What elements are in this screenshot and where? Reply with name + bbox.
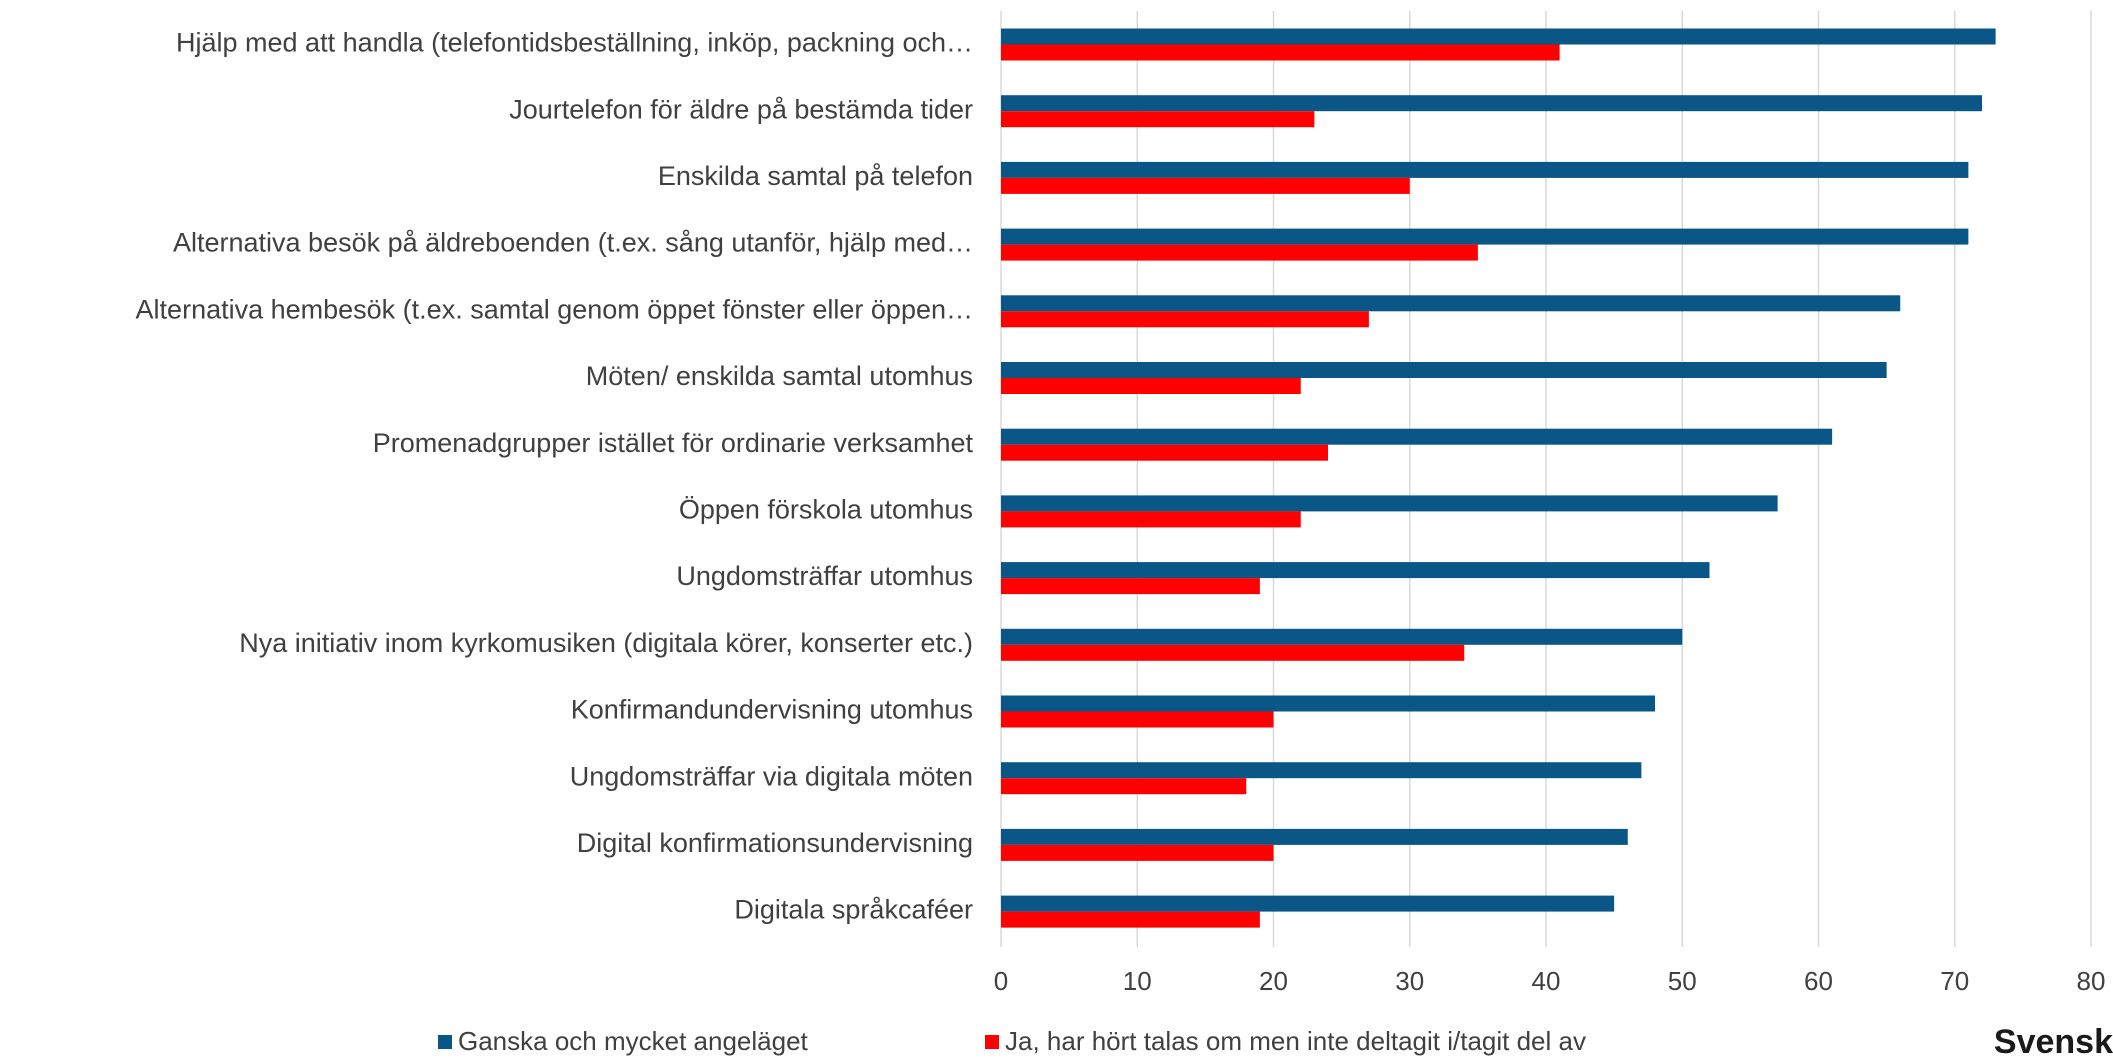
bar (1001, 311, 1369, 328)
bar (1001, 378, 1301, 394)
legend-swatch (985, 1035, 999, 1049)
x-tick-label: 10 (1123, 966, 1152, 996)
bar (1001, 111, 1315, 128)
bar (1001, 644, 1465, 661)
y-tick-label: Jourtelefon för äldre på bestämda tider (509, 94, 973, 124)
bar (1001, 95, 1982, 112)
x-tick-label: 0 (994, 966, 1008, 996)
y-tick-label: Alternativa hembesök (t.ex. samtal genom… (136, 294, 973, 324)
logo: Svensk (1994, 1023, 2113, 1060)
y-tick-label: Promenadgrupper istället för ordinarie v… (373, 428, 974, 458)
bar (1001, 495, 1778, 512)
x-tick-label: 50 (1668, 966, 1697, 996)
bar (1001, 828, 1628, 845)
y-tick-label: Konfirmandundervisning utomhus (571, 695, 973, 725)
bar (1001, 778, 1247, 795)
bar (1001, 444, 1328, 461)
bar (1001, 511, 1301, 528)
bar (1001, 295, 1901, 312)
legend-label: Ja, har hört talas om men inte deltagit … (1005, 1026, 1586, 1056)
bar (1001, 244, 1478, 261)
y-tick-label: Hjälp med att handla (telefontidsbeställ… (176, 28, 973, 58)
bar (1001, 911, 1260, 928)
legend-swatch (438, 1035, 452, 1049)
bar (1001, 578, 1260, 595)
x-tick-label: 20 (1259, 966, 1288, 996)
x-tick-label: 80 (2077, 966, 2106, 996)
bar (1001, 44, 1560, 61)
y-tick-label: Ungdomsträffar via digitala möten (570, 761, 973, 791)
y-tick-label: Enskilda samtal på telefon (658, 161, 973, 191)
x-tick-label: 30 (1395, 966, 1424, 996)
y-tick-label: Möten/ enskilda samtal utomhus (586, 361, 973, 391)
y-tick-label: Digitala språkcaféer (734, 895, 973, 925)
x-tick-label: 40 (1532, 966, 1561, 996)
y-tick-label: Ungdomsträffar utomhus (676, 561, 973, 591)
y-tick-label: Digital konfirmationsundervisning (577, 828, 973, 858)
bar (1001, 562, 1710, 579)
bar (1001, 628, 1683, 645)
bar (1001, 762, 1642, 779)
bar (1001, 28, 1996, 45)
y-tick-label: Nya initiativ inom kyrkomusiken (digital… (239, 628, 973, 658)
x-tick-label: 60 (1804, 966, 1833, 996)
bar (1001, 161, 1969, 178)
bar (1001, 844, 1274, 861)
bar (1001, 428, 1833, 445)
bar (1001, 895, 1615, 912)
legend-label: Ganska och mycket angeläget (458, 1026, 809, 1056)
y-tick-label: Alternativa besök på äldreboenden (t.ex.… (173, 228, 973, 258)
bar (1001, 177, 1410, 194)
bar (1001, 695, 1655, 712)
bar (1001, 711, 1274, 728)
y-tick-label: Öppen förskola utomhus (679, 495, 973, 525)
bar (1001, 228, 1969, 245)
bar (1001, 362, 1887, 378)
x-tick-label: 70 (1940, 966, 1969, 996)
